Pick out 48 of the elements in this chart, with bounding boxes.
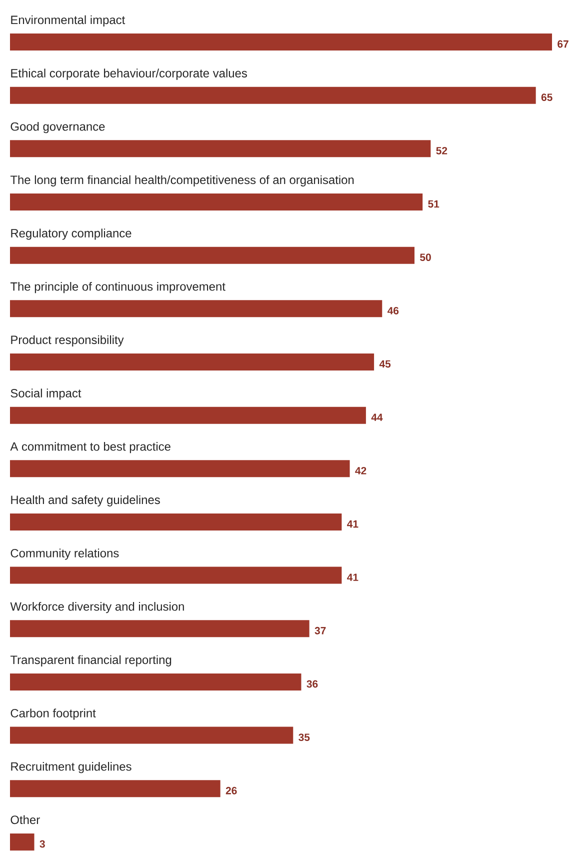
y-tick-label: Recruitment guidelines bbox=[11, 762, 132, 774]
bar bbox=[10, 726, 294, 744]
bar bbox=[10, 513, 342, 530]
y-tick-label: Regulatory compliance bbox=[11, 228, 132, 240]
data-label: 67 bbox=[558, 40, 568, 48]
y-tick-label: The principle of continuous improvement bbox=[10, 282, 226, 294]
data-label: 41 bbox=[347, 520, 358, 528]
y-tick-label: Ethical corporate behaviour/corporate values bbox=[11, 68, 247, 80]
bar bbox=[10, 193, 423, 210]
bar bbox=[10, 140, 431, 158]
y-tick-label: Health and safety guidelines bbox=[11, 495, 160, 506]
y-tick-label: A commitment to best practice bbox=[10, 442, 170, 454]
y-tick-label: Environmental impact bbox=[11, 15, 126, 26]
bar bbox=[10, 86, 536, 104]
bar bbox=[10, 246, 414, 264]
data-label: 45 bbox=[379, 360, 391, 368]
bar bbox=[10, 300, 382, 318]
bar bbox=[10, 406, 366, 424]
data-label: 42 bbox=[355, 467, 366, 474]
data-label: 51 bbox=[428, 200, 440, 208]
data-label: 65 bbox=[541, 94, 552, 102]
data-label: 46 bbox=[387, 306, 399, 314]
data-label: 44 bbox=[371, 414, 383, 421]
bar bbox=[10, 833, 34, 850]
y-tick-label: Community relations bbox=[10, 548, 119, 560]
data-label: 35 bbox=[298, 734, 310, 742]
y-tick-label: Good governance bbox=[10, 122, 105, 134]
data-label: 36 bbox=[306, 680, 318, 688]
bar bbox=[10, 780, 220, 798]
bar bbox=[10, 620, 310, 638]
data-label: 50 bbox=[420, 254, 431, 262]
y-tick-label: Transparent financial reporting bbox=[10, 655, 172, 666]
data-label: 52 bbox=[436, 146, 448, 154]
bar bbox=[10, 566, 342, 584]
y-tick-label: Product responsibility bbox=[11, 335, 124, 346]
bar bbox=[10, 460, 350, 478]
y-tick-label: Other bbox=[10, 815, 40, 824]
y-tick-label: Carbon footprint bbox=[10, 708, 96, 720]
bar bbox=[10, 34, 552, 50]
y-tick-label: Workforce diversity and inclusion bbox=[10, 602, 184, 614]
bar bbox=[10, 353, 374, 370]
y-tick-label: Social impact bbox=[10, 388, 82, 400]
bar bbox=[10, 673, 302, 690]
y-tick-label: The long term financial health/competitiveness of an organisation bbox=[10, 175, 354, 186]
data-label: 41 bbox=[347, 574, 358, 581]
data-label: 26 bbox=[226, 786, 237, 794]
data-label: 37 bbox=[314, 626, 326, 634]
data-label: 3 bbox=[40, 840, 45, 848]
